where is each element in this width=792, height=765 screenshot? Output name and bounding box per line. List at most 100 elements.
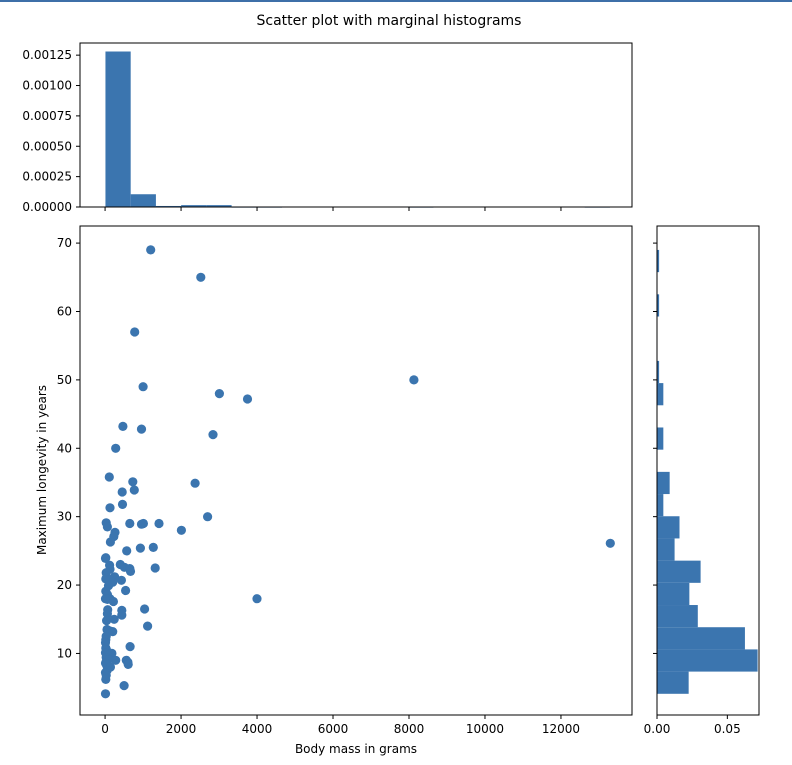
- top-histogram-bar: [105, 51, 131, 207]
- right-histogram-bar: [657, 471, 670, 495]
- scatter-point: [208, 430, 218, 440]
- top-y-tick-label: 0.00050: [22, 139, 72, 153]
- scatter-point: [203, 512, 213, 522]
- scatter-point: [108, 596, 118, 607]
- scatter-point: [100, 689, 111, 699]
- scatter-point: [190, 478, 200, 488]
- scatter-point: [105, 503, 115, 513]
- scatter-point: [122, 546, 132, 556]
- scatter-point: [138, 382, 148, 392]
- right-histogram-bar: [657, 494, 664, 517]
- top-border-line: [0, 0, 792, 2]
- x-tick-label: 6000: [318, 722, 349, 736]
- right-histogram-bar: [657, 649, 758, 672]
- scatter-point: [125, 518, 135, 529]
- top-histogram-bar: [181, 205, 207, 207]
- top-histogram-bar: [206, 205, 232, 207]
- scatter-point: [111, 655, 121, 665]
- scatter-point: [140, 604, 150, 614]
- scatter-point: [214, 389, 224, 399]
- scatter-point: [154, 518, 164, 529]
- scatter-point: [136, 424, 147, 434]
- x-tick-label: 2000: [166, 722, 197, 736]
- scatter-plot: 0 2000 4000 6000 8000 10000 12000 10 20 30 40 50 60 7…: [57, 236, 615, 736]
- right-histogram: 0.00 0.05: [644, 242, 758, 736]
- top-histogram-bar: [155, 205, 182, 207]
- scatter-point: [105, 537, 115, 547]
- right-histogram-bar: [657, 294, 660, 317]
- x-axis-label: Body mass in grams: [295, 742, 417, 756]
- right-histogram-frame: [656, 225, 760, 716]
- scatter-point: [101, 674, 111, 685]
- scatter-point: [104, 472, 114, 482]
- right-histogram-bar: [657, 627, 745, 650]
- right-histogram-bar: [657, 605, 698, 628]
- top-y-tick-label: 0.00025: [22, 170, 72, 184]
- right-histogram-bar: [657, 538, 675, 561]
- top-y-tick-label: 0.00100: [22, 79, 72, 93]
- scatter-point: [196, 272, 206, 282]
- scatter-point: [102, 609, 112, 619]
- scatter-point: [102, 522, 112, 532]
- scatter-point: [129, 485, 139, 495]
- right-histogram-bar: [657, 360, 660, 384]
- right-x-tick-label: 0.00: [644, 722, 671, 736]
- scatter-point: [118, 421, 128, 431]
- scatter-point: [128, 477, 138, 487]
- scatter-point: [130, 327, 140, 337]
- top-y-tick-label: 0.00125: [22, 48, 72, 62]
- right-histogram-bar: [657, 560, 701, 583]
- scatter-point: [108, 627, 118, 637]
- top-histogram: 0.00000 0.00025 0.00050 0.00075 0.00100 0.001…: [22, 48, 610, 214]
- scatter-point: [409, 375, 419, 385]
- scatter-point: [242, 394, 253, 404]
- x-tick-label: 10000: [466, 722, 504, 736]
- y-tick-label: 70: [57, 236, 72, 250]
- y-tick-label: 60: [57, 304, 72, 318]
- top-y-tick-label: 0.00000: [22, 200, 72, 214]
- scatter-point: [100, 553, 111, 564]
- right-x-tick-label: 0.05: [714, 722, 741, 736]
- x-tick-label: 0: [101, 722, 109, 736]
- scatter-point: [121, 585, 131, 596]
- top-histogram-bar: [130, 194, 156, 207]
- right-histogram-bar: [657, 582, 690, 606]
- x-tick-label: 12000: [542, 722, 580, 736]
- scatter-point: [116, 575, 126, 585]
- x-tick-label: 8000: [394, 722, 425, 736]
- scatter-point: [146, 245, 156, 255]
- scatter-point: [119, 681, 129, 691]
- scatter-point: [111, 443, 121, 453]
- right-histogram-bar: [657, 383, 664, 406]
- scatter-point: [125, 642, 135, 652]
- scatter-point: [102, 616, 112, 626]
- scatter-point: [148, 542, 158, 553]
- y-tick-label: 20: [57, 578, 72, 592]
- top-histogram-frame: [79, 42, 633, 208]
- scatter-point: [252, 594, 262, 604]
- scatter-point: [135, 543, 145, 553]
- right-histogram-bar: [657, 516, 680, 539]
- y-axis-label: Maximum longevity in years: [35, 385, 49, 555]
- scatter-point: [123, 659, 133, 670]
- scatter-point: [117, 499, 128, 509]
- right-histogram-bar: [657, 249, 660, 273]
- scatter-point: [150, 563, 160, 573]
- scatter-plot-frame: [79, 225, 633, 716]
- scatter-point: [143, 621, 153, 631]
- top-y-tick-label: 0.00075: [22, 109, 72, 123]
- y-tick-label: 10: [57, 646, 72, 660]
- y-tick-label: 40: [57, 441, 72, 455]
- scatter-point: [138, 518, 148, 529]
- scatter-point: [109, 614, 119, 624]
- right-histogram-bar: [657, 671, 689, 694]
- scatter-point: [117, 487, 127, 497]
- chart-title: Scatter plot with marginal histograms: [257, 13, 522, 29]
- x-tick-label: 4000: [242, 722, 273, 736]
- scatter-point: [605, 538, 615, 548]
- right-histogram-bar: [657, 427, 664, 450]
- scatter-point: [117, 610, 127, 620]
- y-tick-label: 50: [57, 373, 72, 387]
- y-tick-label: 30: [57, 510, 72, 524]
